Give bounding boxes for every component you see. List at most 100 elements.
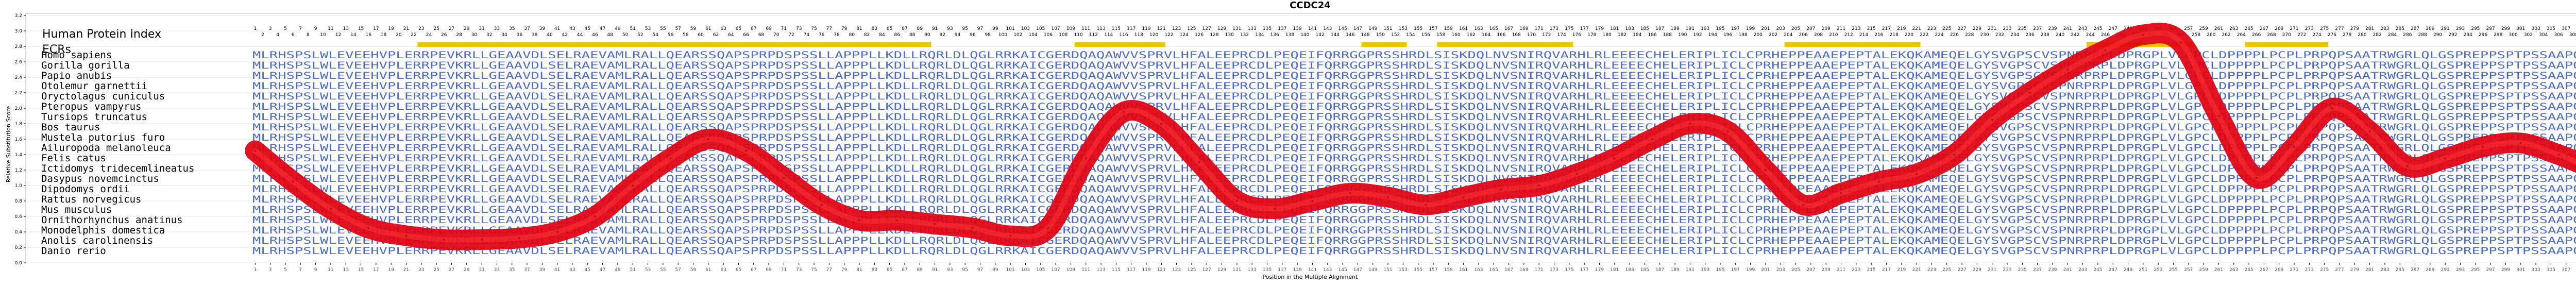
sequence-row: MLRHSPSLWLEVEEHVPLERRPEVKRLLGEAAVDLSELRA… (252, 80, 2576, 92)
human-index-label: 221 (1912, 26, 1921, 31)
human-index-label: 220 (1905, 32, 1913, 38)
human-index-label: 286 (2403, 32, 2412, 38)
x-tick-label: 267 (2260, 267, 2268, 273)
y-axis: 0.0 0.2 0.4 0.6 0.8 1.0 1.2 1.4 1.6 1.8 2.0 2.2 2.4 2… (15, 13, 26, 266)
human-index-label: 90 (924, 32, 930, 38)
y-tick-label: 0.4 (15, 230, 23, 235)
x-tick-label: 209 (1822, 267, 1831, 273)
x-tick-label: 49 (615, 267, 621, 273)
human-index-label: 247 (2109, 26, 2117, 31)
x-tick-label: 277 (2335, 267, 2344, 273)
human-index-label: 282 (2373, 32, 2382, 38)
human-index-label: 161 (1459, 26, 1468, 31)
x-tick-label: 165 (1489, 267, 1498, 273)
x-tick-label: 19 (388, 267, 394, 273)
series-point (443, 239, 445, 241)
human-index-label: 104 (1029, 32, 1038, 38)
series-point (1613, 157, 1616, 160)
x-tick-label: 89 (917, 267, 923, 273)
ecr-region (1361, 42, 1407, 47)
human-index-label: 99 (992, 26, 998, 31)
human-index-label: 277 (2335, 26, 2344, 31)
x-tick-label: 259 (2199, 267, 2208, 273)
x-tick-label: 299 (2501, 267, 2510, 273)
human-index-label: 293 (2456, 26, 2465, 31)
x-tick-label: 33 (494, 267, 500, 273)
x-tick-label: 145 (1338, 267, 1347, 273)
human-index-label: 125 (1187, 26, 1196, 31)
human-index-label: 297 (2486, 26, 2495, 31)
x-tick-label: 99 (992, 267, 998, 273)
human-index-label: 284 (2388, 32, 2397, 38)
series-line (245, 23, 2576, 250)
human-index-label: 245 (2093, 26, 2102, 31)
human-index-label: 261 (2214, 26, 2223, 31)
series-point (518, 237, 521, 239)
human-index-label: 230 (1980, 32, 1989, 38)
human-index-label: 287 (2411, 26, 2419, 31)
series-point (1198, 161, 1200, 163)
chart-title: CCDC24 (1290, 0, 1331, 11)
x-tick-label: 21 (403, 267, 409, 273)
human-index-label: 112 (1089, 32, 1098, 38)
species-label: Gorilla gorilla (41, 60, 130, 71)
human-index-label: 157 (1429, 26, 1437, 31)
x-tick-label: 217 (1882, 267, 1891, 273)
x-tick-label: 23 (418, 267, 424, 273)
x-tick-label: 179 (1595, 267, 1604, 273)
series-point (1084, 157, 1087, 160)
x-tick-label: 25 (433, 267, 439, 273)
human-index-label: 129 (1217, 26, 1226, 31)
x-tick-label: 131 (1232, 267, 1241, 273)
x-tick-label: 307 (2562, 267, 2570, 273)
human-index-label: 212 (1844, 32, 1853, 38)
x-tick-label: 207 (1806, 267, 1815, 273)
series-point (783, 177, 785, 179)
x-tick-label: 205 (1791, 267, 1800, 273)
series-point (1689, 123, 1691, 125)
human-index-label: 246 (2101, 32, 2110, 38)
human-index-label: 238 (2041, 32, 2049, 38)
human-index-label: 2 (261, 32, 264, 38)
human-index-label: 75 (811, 26, 817, 31)
human-index-label: 30 (471, 32, 478, 38)
human-index-label: 32 (486, 32, 492, 38)
x-tick-label: 67 (751, 267, 756, 273)
human-index-label: 82 (864, 32, 870, 38)
series-point (367, 227, 370, 229)
x-tick-label: 5 (284, 267, 287, 273)
x-tick-label: 15 (358, 267, 364, 273)
human-index-label: 79 (841, 26, 848, 31)
series-point (405, 234, 408, 237)
x-tick-label: 117 (1127, 267, 1136, 273)
x-tick-label: 283 (2380, 267, 2389, 273)
human-index-label: 257 (2184, 26, 2193, 31)
series-point (2482, 146, 2484, 148)
x-tick-label: 293 (2456, 267, 2465, 273)
x-tick-label: 223 (1927, 267, 1936, 273)
human-index-label: 65 (736, 26, 741, 31)
human-index-label: 45 (585, 26, 590, 31)
y-tick-label: 3.2 (15, 13, 22, 19)
human-index-label: 77 (826, 26, 832, 31)
series-point (2180, 41, 2182, 44)
human-index-label: 152 (1391, 32, 1400, 38)
series-point (1160, 123, 1163, 125)
sequence-row: MLRHSPSLWLEVEEHVPLERRPEVKRLLGEAAVDLSELRA… (252, 91, 2576, 102)
x-tick-label: 251 (2139, 267, 2147, 273)
species-label: Rattus norvegicus (41, 194, 141, 205)
series-point (2519, 142, 2522, 144)
human-index-label: 211 (1837, 26, 1845, 31)
sequence-row: MLRHSPSLWLEVEEHVPLERRPEVKRLLGEAAVDLSELRA… (252, 132, 2576, 143)
human-index-label: 195 (1716, 26, 1724, 31)
human-index-label: 150 (1376, 32, 1385, 38)
human-index-label: 209 (1822, 26, 1831, 31)
human-index-label: 93 (947, 26, 953, 31)
human-index-label: 133 (1248, 26, 1257, 31)
human-index-label: 237 (2033, 26, 2042, 31)
x-tick-label: 79 (841, 267, 848, 273)
human-index-label: 14 (350, 32, 357, 38)
human-index-label: 183 (1625, 26, 1634, 31)
species-label: Bos taurus (41, 122, 100, 133)
human-index-label: 148 (1361, 32, 1369, 38)
